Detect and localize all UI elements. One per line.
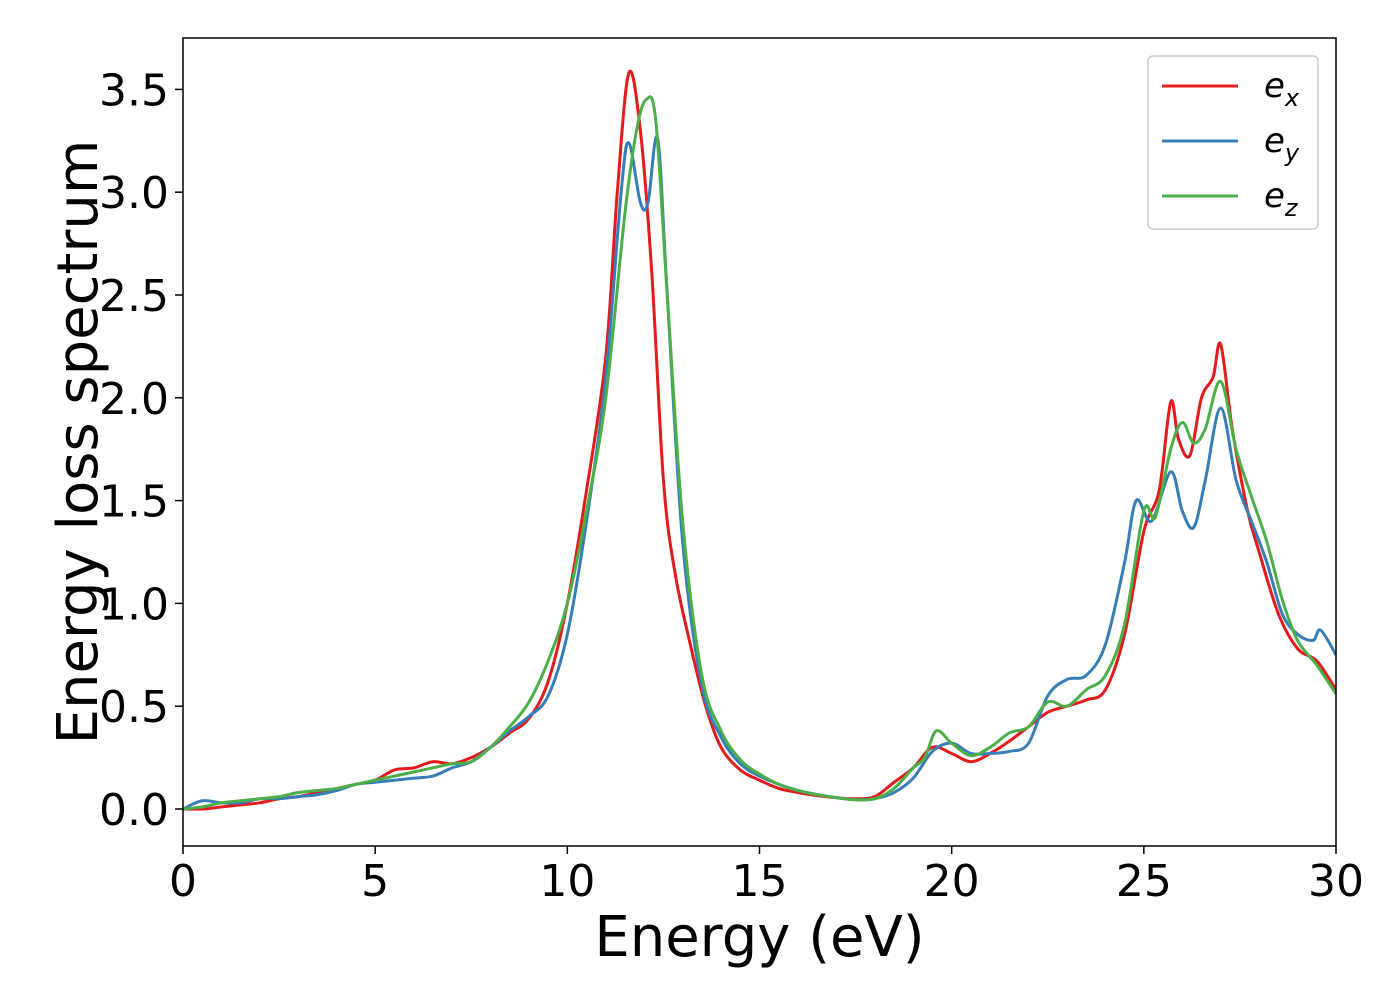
legend: ex ey ez: [1147, 55, 1319, 230]
x-axis-ticks: 0 5 10 15 20 25 30: [169, 846, 1364, 907]
y-tick-label: 2.5: [99, 271, 169, 322]
y-axis-label: Energy loss spectrum: [46, 140, 111, 745]
y-tick-label: 1.0: [99, 579, 169, 630]
x-tick-label: 10: [539, 856, 595, 907]
y-tick-label: 0.0: [99, 785, 169, 836]
series-line-x: [183, 69, 1336, 811]
x-tick-label: 25: [1116, 856, 1172, 907]
x-tick-label: 0: [169, 856, 197, 907]
legend-label-x: ex: [1264, 66, 1300, 112]
y-tick-label: 3.0: [99, 168, 169, 219]
x-tick-label: 30: [1308, 856, 1364, 907]
y-axis-ticks: 0.0 0.5 1.0 1.5 2.0 2.5 3.0 3.5: [99, 65, 183, 836]
x-axis-label: Energy (eV): [594, 905, 924, 970]
x-tick-label: 20: [924, 856, 980, 907]
y-tick-label: 1.5: [99, 477, 169, 528]
series-line-z: [183, 95, 1336, 811]
y-tick-label: 2.0: [99, 374, 169, 425]
legend-label-y: ey: [1264, 121, 1300, 167]
series-layer: [183, 69, 1336, 811]
y-tick-label: 0.5: [99, 682, 169, 733]
y-tick-label: 3.5: [99, 65, 169, 116]
legend-label-z: ez: [1264, 176, 1299, 222]
x-tick-label: 15: [732, 856, 788, 907]
series-line-y: [183, 134, 1336, 811]
x-tick-label: 5: [361, 856, 389, 907]
